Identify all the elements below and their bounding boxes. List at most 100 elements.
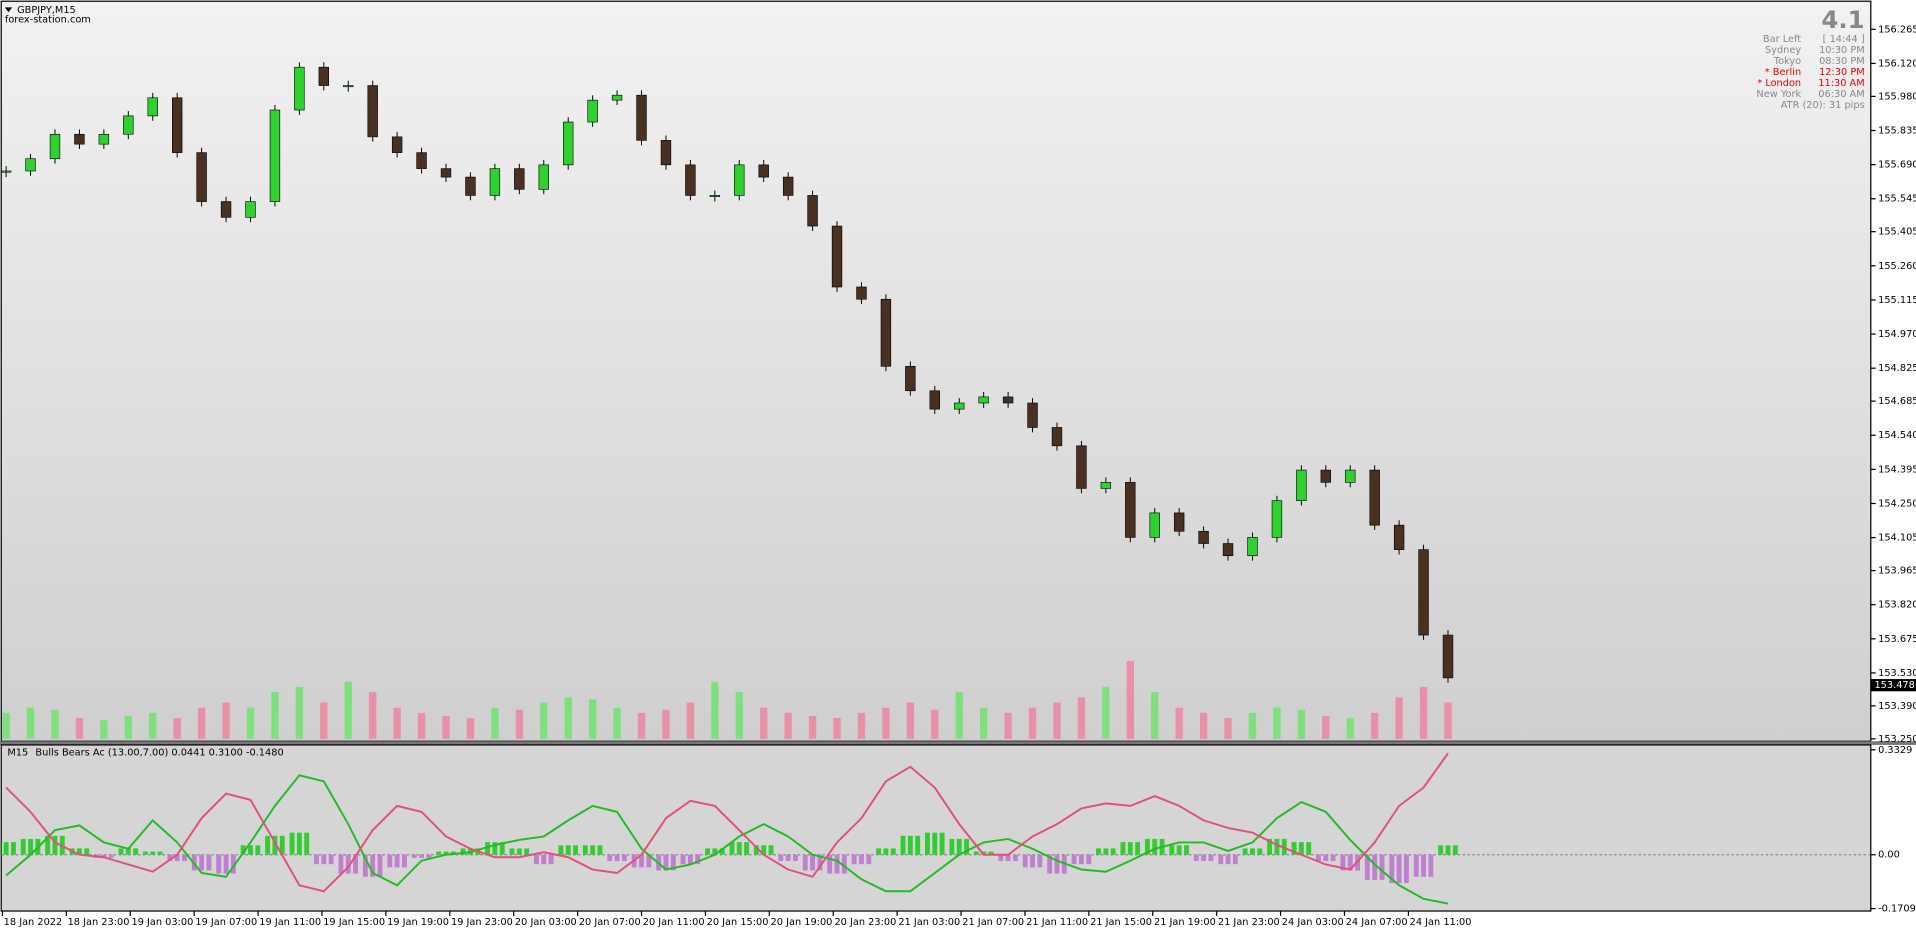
histogram-bar <box>729 842 735 855</box>
volume-bar <box>1419 686 1428 739</box>
histogram-bar <box>402 854 407 868</box>
candle <box>196 152 207 202</box>
histogram-bar <box>108 854 114 858</box>
volume-bar <box>295 686 304 739</box>
volume-bar <box>1273 707 1281 739</box>
volume-bar <box>931 709 939 739</box>
x-tick-label: 20 Jan 15:00 <box>707 917 769 928</box>
histogram-bar <box>174 854 180 862</box>
volume-bar <box>1297 709 1306 739</box>
y-tick-label: 153.820 <box>1878 600 1916 611</box>
y-tick-label: 156.120 <box>1878 58 1916 69</box>
volume-bar <box>613 707 621 739</box>
histogram-bar <box>695 854 701 865</box>
candle <box>391 136 403 153</box>
info-label: Tokyo <box>1773 56 1801 67</box>
histogram-bar <box>670 854 676 871</box>
x-tick-label: 20 Jan 23:00 <box>834 917 896 928</box>
histogram-bar <box>516 848 522 855</box>
candle <box>220 201 232 218</box>
histogram-bar <box>1323 854 1329 862</box>
volume-bar <box>173 718 181 739</box>
histogram-bar <box>436 851 442 855</box>
volume-bar <box>369 692 377 739</box>
candle <box>831 225 843 288</box>
histogram-bar <box>328 854 334 865</box>
histogram-bar <box>377 854 383 877</box>
x-tick-label: 20 Jan 07:00 <box>579 917 641 928</box>
histogram-bar <box>370 854 376 877</box>
histogram-bar <box>1347 854 1353 871</box>
volume-bar <box>491 707 499 739</box>
candle <box>807 195 818 227</box>
histogram-bar <box>1372 854 1378 880</box>
volume-bar <box>442 715 450 739</box>
candle <box>1076 445 1087 489</box>
histogram-bar <box>876 848 882 855</box>
histogram-bar <box>387 854 393 868</box>
volume-bar <box>75 718 84 739</box>
histogram-bar <box>1110 848 1116 855</box>
info-value: 06:30 AM <box>1818 89 1864 100</box>
volume-bar <box>197 707 206 739</box>
candle <box>1320 469 1331 483</box>
y-tick-label: 155.980 <box>1878 91 1916 102</box>
candle <box>905 365 916 392</box>
volume-bar <box>955 692 963 739</box>
histogram-bar <box>785 854 791 862</box>
candle <box>1369 469 1380 526</box>
candle <box>1418 549 1429 636</box>
histogram-bar <box>582 845 588 855</box>
candle <box>856 286 867 300</box>
volume-bar <box>833 718 841 739</box>
volume-bar <box>466 718 475 739</box>
histogram-bar <box>182 854 187 862</box>
candle <box>74 133 85 145</box>
pane-separator[interactable] <box>0 741 1916 745</box>
x-tick-label: 24 Jan 07:00 <box>1346 917 1408 928</box>
histogram-bar <box>1071 854 1077 865</box>
histogram-bar <box>1184 845 1189 855</box>
x-tick-label: 18 Jan 2022 <box>4 917 63 928</box>
volume-bar <box>26 707 35 739</box>
candle <box>709 195 721 197</box>
info-value: 11:30 AM <box>1818 78 1864 89</box>
volume-bar <box>2 712 10 739</box>
histogram-bar <box>558 845 564 855</box>
histogram-bar <box>778 854 784 862</box>
candle <box>440 168 452 178</box>
histogram-bar <box>216 854 222 874</box>
candle <box>1027 402 1038 428</box>
histogram-bar <box>157 851 163 855</box>
histogram-bar <box>1274 838 1280 855</box>
histogram-bar <box>1176 845 1182 855</box>
x-tick-label: 19 Jan 03:00 <box>131 917 193 928</box>
y-tick-label: 156.265 <box>1878 24 1916 35</box>
y-tick-label: 154.105 <box>1878 533 1916 544</box>
price-box <box>1870 679 1916 692</box>
histogram-bar <box>1012 854 1018 862</box>
histogram-bar <box>541 854 547 865</box>
info-value: 08:30 PM <box>1819 56 1865 67</box>
y-tick-label: 155.115 <box>1878 295 1916 306</box>
volume-bar <box>662 709 670 739</box>
histogram-bar <box>1242 848 1248 855</box>
histogram-bar <box>419 854 425 858</box>
volume-bar <box>1077 697 1086 739</box>
candle <box>465 176 476 196</box>
histogram-bar <box>925 832 930 855</box>
candle <box>1247 537 1258 557</box>
histogram-bar <box>1218 854 1224 865</box>
histogram-bar <box>206 854 212 871</box>
candle <box>1002 396 1014 404</box>
histogram-bar <box>565 845 571 855</box>
histogram-bar <box>590 845 596 855</box>
volume-bar <box>784 712 792 739</box>
menu-arrow[interactable] <box>4 7 13 13</box>
histogram-bar <box>1096 848 1101 855</box>
x-tick-label: 20 Jan 19:00 <box>771 917 833 928</box>
histogram-bar <box>125 848 131 855</box>
histogram-bar <box>687 854 693 865</box>
x-tick-label: 21 Jan 15:00 <box>1090 917 1152 928</box>
